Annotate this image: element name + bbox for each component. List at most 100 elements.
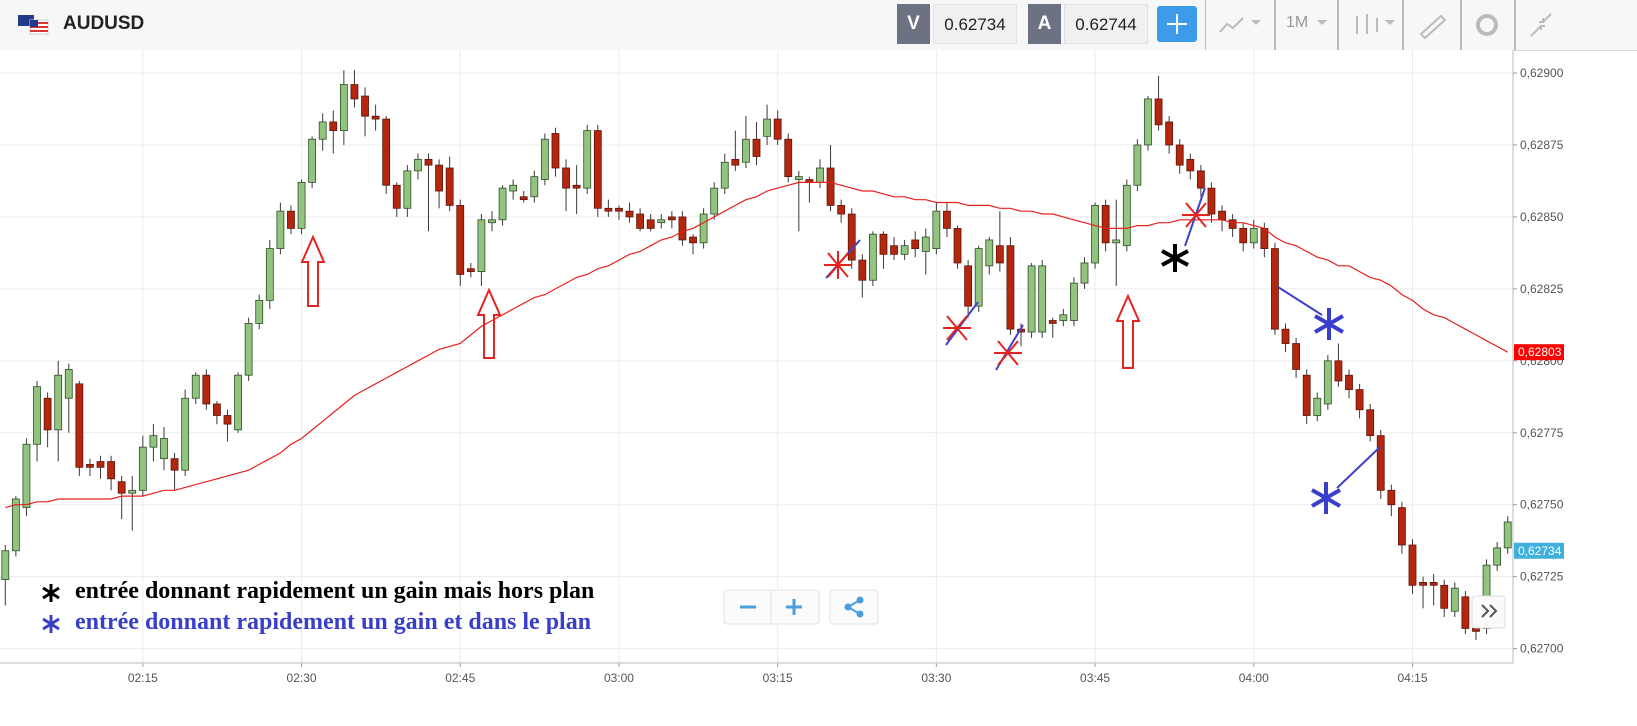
candle-body [1144,98,1152,146]
price-badge [1514,344,1564,361]
candle-body [456,205,465,275]
candle-body [1429,582,1438,586]
x-tick-label: 02:30 [287,671,317,685]
candle-body [1091,205,1099,264]
bid-label[interactable]: V [897,4,930,44]
candle-body [170,458,179,471]
candle-body [392,184,401,209]
candle-body [308,138,317,183]
candle-body [1059,314,1068,321]
candle-body [1376,435,1385,491]
candle-body [466,268,475,273]
candle-body [985,239,994,267]
candle-body [1408,544,1417,586]
candle-body [244,323,253,376]
header: AUDUSD V 0.62734 A 0.62744 1M [0,0,1637,51]
y-tick-label: 0,62900 [1520,66,1564,80]
candle-body [424,158,433,166]
y-tick-label: 0,62875 [1520,138,1564,152]
candle-body [1006,245,1015,330]
candle-body [678,216,687,241]
candle-body [1101,205,1110,244]
candle-body [43,397,52,431]
candle-body [710,187,719,215]
candle-body [138,446,147,491]
timeframe[interactable]: 1M [1286,14,1309,31]
candle-body [318,121,327,140]
y-tick-label: 0,62850 [1520,210,1564,224]
candle-body [1,550,10,580]
x-tick-label: 03:45 [1080,671,1110,685]
candle-body [667,216,676,221]
candle-body [477,219,486,273]
arrow [476,287,502,359]
candle-body [731,158,740,166]
candle-body [1355,389,1364,411]
candle-body [339,84,348,131]
candle-body [1196,170,1205,189]
candle-body [265,248,274,301]
x-tick-label: 04:00 [1239,671,1269,685]
candle-body [1461,596,1470,629]
candle-body [128,489,137,494]
candle-body [625,210,634,218]
candle-body [964,265,973,307]
candle-body [498,187,507,221]
candle-body [530,176,539,198]
candle-body [646,219,655,229]
y-tick-label: 0,62700 [1520,642,1564,656]
candle-body [540,138,549,180]
scroll-end-button[interactable] [1471,595,1506,629]
candle-body [519,196,528,201]
candle-body [1133,144,1142,186]
red-cross [824,251,852,279]
candle-body [191,374,200,399]
candle-body [974,248,983,307]
candle-body [11,498,20,552]
candle-body [699,213,708,244]
candle-body [1440,584,1449,609]
candle-body [1398,507,1406,546]
red-cross [943,315,971,341]
candle-body [858,259,867,281]
arrow [300,234,326,307]
candle-body [932,210,941,249]
candle-body [1419,582,1427,586]
candle-body [1228,219,1237,229]
candle-body [879,233,888,255]
y-tick-label: 0,62825 [1520,282,1564,296]
candle-body [1122,184,1131,247]
candle-body [75,383,84,468]
candle-body [414,158,422,172]
candle-body [1048,320,1057,324]
legend-text: entrée donnant rapidement un gain et dan… [75,609,592,635]
candle-body [784,138,793,178]
candle-body [1080,262,1089,284]
candle-body [636,213,645,229]
marks [1,70,1512,640]
candle-body [1323,360,1332,405]
x-tick-label: 02:45 [445,671,475,685]
candle-body [742,138,750,163]
candle-body [1345,374,1353,390]
candle-body [1334,360,1343,382]
candle-body [86,464,94,468]
zoom-in[interactable] [786,599,802,615]
x-tick-label: 02:15 [128,671,158,685]
ask-price[interactable]: 0.62744 [1064,4,1148,44]
candle-body [1027,265,1036,333]
candle-body [1281,328,1290,344]
candle-body [794,176,803,180]
ask-label[interactable]: A [1028,4,1061,44]
candle-body [297,181,306,229]
legend-text: entrée donnant rapidement un gain mais h… [75,578,595,604]
bid-price[interactable]: 0.62734 [933,4,1017,44]
candle-body [445,167,454,206]
candle-body [900,245,909,255]
candle-body [1366,409,1375,437]
crosshair-button[interactable] [1157,6,1197,42]
share-button[interactable] [829,589,879,625]
candle-body [64,369,73,399]
candle-body [234,374,242,431]
